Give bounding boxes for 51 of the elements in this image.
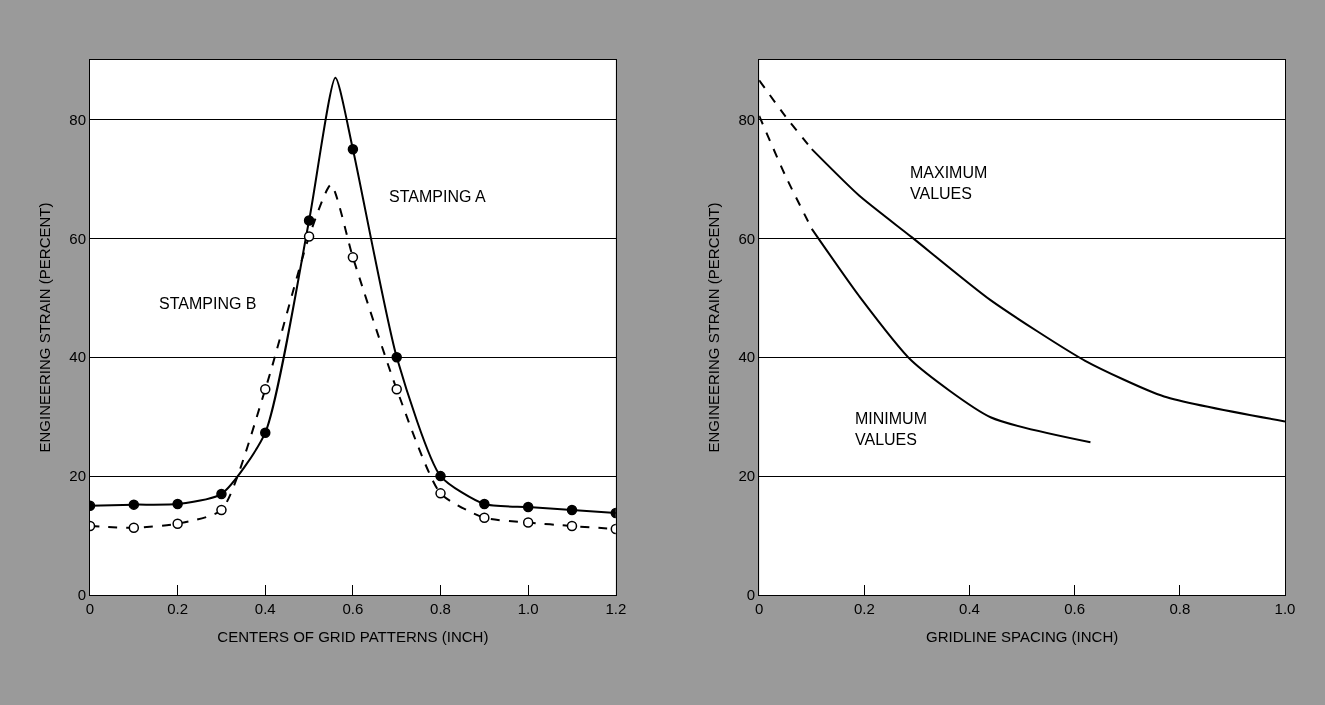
annotation: MAXIMUM VALUES <box>910 164 988 202</box>
x-tick-label: 0.4 <box>254 600 276 617</box>
x-tick-label: 0.2 <box>853 600 875 617</box>
point <box>566 504 578 516</box>
x-tick-label: 0.4 <box>959 600 980 617</box>
y-tick-label: 20 <box>738 467 756 485</box>
y-tick-label: 20 <box>69 467 86 485</box>
point <box>522 501 534 513</box>
point <box>128 499 140 510</box>
annotation: STAMPING A <box>389 188 486 205</box>
annotation: STAMPING B <box>159 295 257 312</box>
point <box>522 517 534 528</box>
point <box>260 427 271 438</box>
y-tick-label: 60 <box>738 229 756 247</box>
y-tick-label: 60 <box>69 229 86 247</box>
point <box>566 520 578 532</box>
point <box>172 498 183 510</box>
x-tick-label: 0.6 <box>1064 600 1086 617</box>
y-tick-label: 40 <box>69 348 86 366</box>
x-axis-title: CENTERS OF GRID PATTERNS (INCH) <box>217 628 489 645</box>
point <box>172 518 183 529</box>
x-tick-label: 1.2 <box>605 600 627 617</box>
point <box>303 231 315 242</box>
x-tick-label: 0.8 <box>1169 600 1191 617</box>
y-tick-label: 0 <box>746 586 756 604</box>
point <box>435 470 446 482</box>
y-tick-label: 80 <box>69 110 86 128</box>
x-tick-label: 1.0 <box>1274 600 1296 617</box>
y-axis-title: ENGINEERING STRAIN (PERCENT) <box>35 202 53 453</box>
x-axis-title: GRIDLINE SPACING (INCH) <box>925 628 1119 645</box>
point <box>260 384 271 395</box>
point <box>216 504 227 516</box>
point <box>391 384 402 395</box>
point <box>347 143 359 155</box>
y-tick-label: 80 <box>738 110 756 128</box>
point <box>128 522 140 534</box>
point <box>303 215 315 226</box>
point <box>216 488 227 500</box>
x-tick-label: 0.2 <box>167 600 189 617</box>
x-tick-label: 1.0 <box>517 600 539 617</box>
annotation: MINIMUM VALUES <box>855 410 927 448</box>
point <box>391 351 402 363</box>
point <box>347 252 359 263</box>
point <box>435 488 446 499</box>
y-tick-label: 40 <box>738 348 756 366</box>
x-tick-label: 0.6 <box>342 600 364 617</box>
point <box>479 498 490 510</box>
y-axis-title: ENGINEERING STRAIN (PERCENT) <box>704 202 722 453</box>
x-tick-label: 0.8 <box>430 600 451 617</box>
y-tick-label: 0 <box>77 586 86 604</box>
point <box>479 512 490 523</box>
